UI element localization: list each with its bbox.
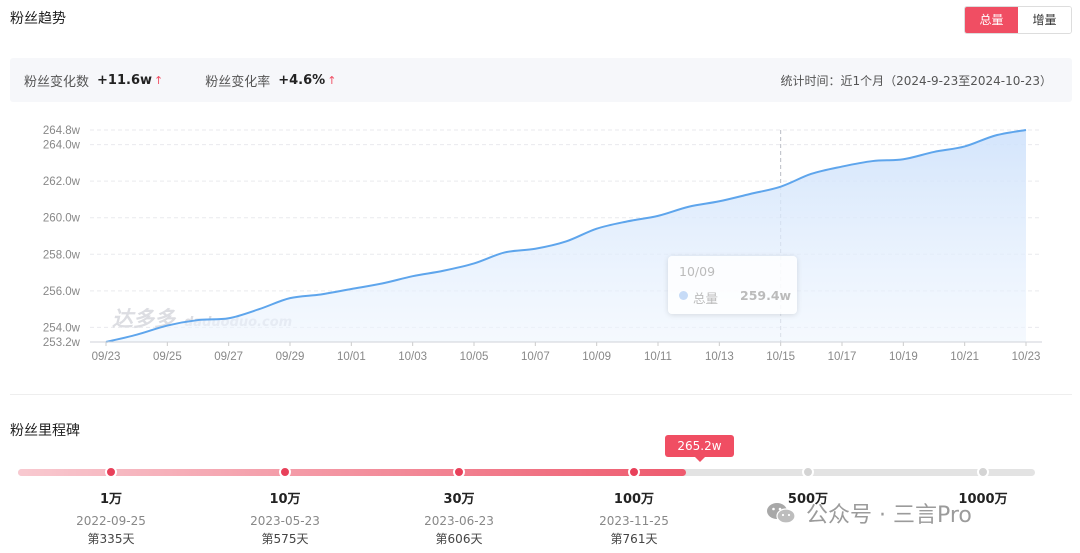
milestone-dot (802, 466, 814, 478)
x-tick-label: 10/11 (644, 351, 672, 363)
change-rate-value: +4.6% (278, 72, 326, 88)
x-tick-label: 10/19 (889, 351, 918, 363)
chart-tooltip: 10/09 总量 259.4w (668, 256, 797, 314)
x-tick-label: 10/09 (582, 351, 611, 363)
arrow-up-icon: ↑ (154, 73, 164, 87)
stat-period: 统计时间：近1个月（2024-9-23至2024-10-23） (780, 73, 1052, 88)
y-tick-label: 264.0w (43, 140, 81, 152)
tooltip-date: 10/09 (679, 264, 716, 279)
milestone-dot (279, 466, 291, 478)
milestone-date: 2023-11-25 (599, 514, 669, 528)
tooltip-series-name: 总量 (693, 291, 719, 306)
section-title-fans-trend: 粉丝趋势 (10, 11, 66, 27)
milestone-item: 1000万 (923, 488, 1043, 507)
x-tick-label: 10/15 (766, 351, 795, 363)
y-tick-label: 256.0w (43, 286, 81, 298)
x-tick-label: 09/29 (276, 351, 305, 363)
increment-toggle-button[interactable]: 增量 (1018, 7, 1071, 33)
view-toggle: 总量 增量 (964, 6, 1072, 34)
x-tick-label: 10/13 (705, 351, 734, 363)
x-tick-label: 10/17 (828, 351, 857, 363)
x-tick-label: 10/01 (337, 351, 366, 363)
milestone-item: 100万 2023-11-25 第761天 (574, 488, 694, 547)
wechat-watermark: 公众号 · 三言Pro (766, 497, 972, 529)
wechat-account-text: 公众号 · 三言Pro (806, 503, 972, 528)
milestone-label: 100万 (613, 492, 655, 507)
milestone-days: 第606天 (435, 532, 483, 546)
change-count-label: 粉丝变化数 (24, 74, 90, 90)
milestone-dot (628, 466, 640, 478)
change-count-stat: 粉丝变化数 +11.6w ↑ (24, 71, 163, 90)
y-tick-label: 253.2w (43, 337, 81, 349)
milestone-label: 1万 (99, 492, 123, 507)
milestone-track: 265.2w 1万 2022-09-25 第335天 10万 2023-05-23 第57… (0, 430, 1080, 553)
milestone-dot (977, 466, 989, 478)
milestone-item: 30万 2023-06-23 第606天 (399, 488, 519, 547)
milestone-days: 第335天 (87, 532, 135, 546)
arrow-up-icon: ↑ (327, 73, 337, 87)
change-rate-label: 粉丝变化率 (205, 74, 271, 90)
series-line (105, 129, 1027, 343)
milestone-label: 1000万 (958, 492, 1008, 507)
x-tick-label: 10/21 (950, 351, 979, 363)
milestone-label: 500万 (787, 492, 829, 507)
milestone-item: 10万 2023-05-23 第575天 (225, 488, 345, 547)
milestone-date: 2022-09-25 (76, 514, 146, 528)
x-tick-label: 10/07 (521, 351, 550, 363)
series-dot-icon (679, 291, 688, 300)
y-tick-label: 264.8w (43, 125, 81, 137)
change-count-value: +11.6w (97, 72, 152, 88)
milestone-item: 1万 2022-09-25 第335天 (51, 488, 171, 547)
x-tick-label: 10/03 (398, 351, 427, 363)
series-area (106, 130, 1026, 342)
section-title-milestones: 粉丝里程碑 (10, 423, 80, 439)
divider (10, 394, 1072, 395)
tooltip-value: 259.4w (740, 288, 792, 303)
x-tick-label: 09/23 (92, 351, 121, 363)
y-tick-label: 262.0w (43, 176, 81, 188)
milestone-date: 2023-05-23 (250, 514, 320, 528)
x-tick-label: 09/27 (214, 351, 243, 363)
milestone-date: 2023-06-23 (424, 514, 494, 528)
milestone-label: 30万 (443, 492, 475, 507)
milestone-label: 10万 (269, 492, 301, 507)
milestone-dot (105, 466, 117, 478)
x-tick-label: 10/05 (460, 351, 489, 363)
y-tick-label: 260.0w (43, 213, 81, 225)
milestone-dot (453, 466, 465, 478)
change-rate-stat: 粉丝变化率 +4.6% ↑ (205, 71, 336, 90)
milestone-bar-progress (18, 469, 687, 476)
milestone-days: 第761天 (610, 532, 658, 546)
y-tick-label: 254.0w (43, 322, 81, 334)
current-fans-flag: 265.2w (665, 435, 734, 462)
milestone-days: 第575天 (261, 532, 309, 546)
fans-trend-chart[interactable]: 达多多 daduoduo.com 253.2w254.0w256.0w258.0… (0, 110, 1080, 365)
milestone-item: 500万 (748, 488, 868, 507)
summary-bar: 粉丝变化数 +11.6w ↑ 粉丝变化率 +4.6% ↑ 统计时间：近1个月（2… (10, 58, 1072, 102)
total-toggle-button[interactable]: 总量 (965, 7, 1018, 33)
y-tick-label: 258.0w (43, 249, 81, 261)
x-tick-label: 10/23 (1012, 351, 1041, 363)
wechat-icon (767, 503, 796, 524)
x-tick-label: 09/25 (153, 351, 182, 363)
